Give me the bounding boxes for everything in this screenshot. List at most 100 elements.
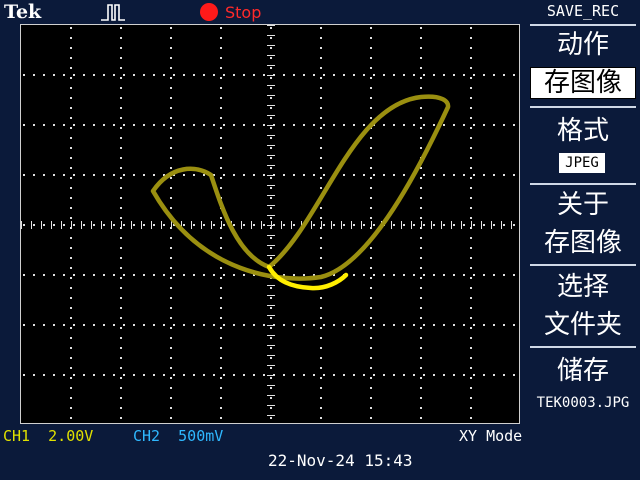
grid-dot [213,74,215,76]
grid-dot [373,274,375,276]
grid-dot [470,257,472,259]
grid-dot [133,174,135,176]
grid-dot [423,324,425,326]
grid-dot [70,187,72,189]
grid-dot [63,324,65,326]
center-axis-tick [291,221,292,229]
grid-dot [370,97,372,99]
grid-dot [470,157,472,159]
grid-dot [23,374,25,376]
grid-dot [423,174,425,176]
grid-dot [333,324,335,326]
grid-dot [443,74,445,76]
grid-dot [313,174,315,176]
grid-dot [123,224,125,226]
grid-dot [113,224,115,226]
grid-dot [123,324,125,326]
center-axis-tick [351,221,352,229]
grid-dot [303,74,305,76]
grid-dot [420,167,422,169]
grid-dot [120,377,122,379]
grid-dot [320,137,322,139]
grid-dot [223,74,225,76]
grid-dot [470,307,472,309]
grid-dot [420,267,422,269]
menu-action-value[interactable]: 存图像 [530,67,636,99]
grid-dot [170,287,172,289]
grid-dot [403,74,405,76]
grid-dot [270,187,272,189]
grid-dot [170,307,172,309]
center-axis-tick [267,55,275,56]
grid-dot [320,27,322,29]
center-axis-tick [267,65,275,66]
grid-dot [383,174,385,176]
menu-format-value[interactable]: JPEG [559,153,605,173]
grid-dot [70,177,72,179]
grid-dot [170,207,172,209]
grid-dot [343,374,345,376]
grid-dot [433,374,435,376]
center-axis-tick [267,225,275,226]
grid-dot [113,324,115,326]
grid-dot [170,47,172,49]
grid-dot [320,337,322,339]
grid-dot [170,57,172,59]
grid-dot [483,74,485,76]
grid-dot [283,274,285,276]
grid-dot [503,74,505,76]
grid-dot [203,74,205,76]
grid-dot [70,107,72,109]
grid-dot [233,274,235,276]
grid-dot [83,174,85,176]
grid-dot [133,324,135,326]
menu-format-label[interactable]: 格式 [556,116,609,146]
grid-dot [470,137,472,139]
center-axis-tick [281,221,282,229]
grid-dot [270,307,272,309]
grid-dot [383,324,385,326]
menu-about-line2[interactable]: 存图像 [543,228,622,258]
grid-dot [223,374,225,376]
grid-dot [320,97,322,99]
grid-dot [70,287,72,289]
grid-dot [393,324,395,326]
menu-action-label[interactable]: 动作 [556,30,609,60]
grid-dot [123,124,125,126]
menu-select-line2[interactable]: 文件夹 [543,310,622,340]
grid-dot [163,124,165,126]
grid-dot [403,174,405,176]
grid-dot [353,74,355,76]
grid-dot [173,374,175,376]
menu-save-label[interactable]: 储存 [556,356,609,386]
grid-dot [293,174,295,176]
grid-dot [263,174,265,176]
grid-dot [23,224,25,226]
menu-select-line1[interactable]: 选择 [556,272,609,302]
run-state-indicator: Stop [200,1,261,23]
grid-dot [470,177,472,179]
grid-dot [420,207,422,209]
grid-dot [270,207,272,209]
grid-dot [33,124,35,126]
grid-dot [120,367,122,369]
grid-dot [113,274,115,276]
grid-dot [73,324,75,326]
grid-dot [320,267,322,269]
center-axis-tick [81,221,82,229]
grid-dot [320,327,322,329]
grid-dot [473,274,475,276]
menu-about-line1[interactable]: 关于 [556,190,609,220]
grid-dot [370,387,372,389]
grid-dot [170,107,172,109]
menu-save-filename: TEK0003.JPG [536,395,630,411]
grid-dot [70,337,72,339]
grid-dot [320,187,322,189]
run-state-label: Stop [225,2,262,22]
grid-dot [173,74,175,76]
grid-dot [120,277,122,279]
grid-dot [370,217,372,219]
grid-dot [120,207,122,209]
grid-dot [470,47,472,49]
center-axis-tick [267,405,275,406]
